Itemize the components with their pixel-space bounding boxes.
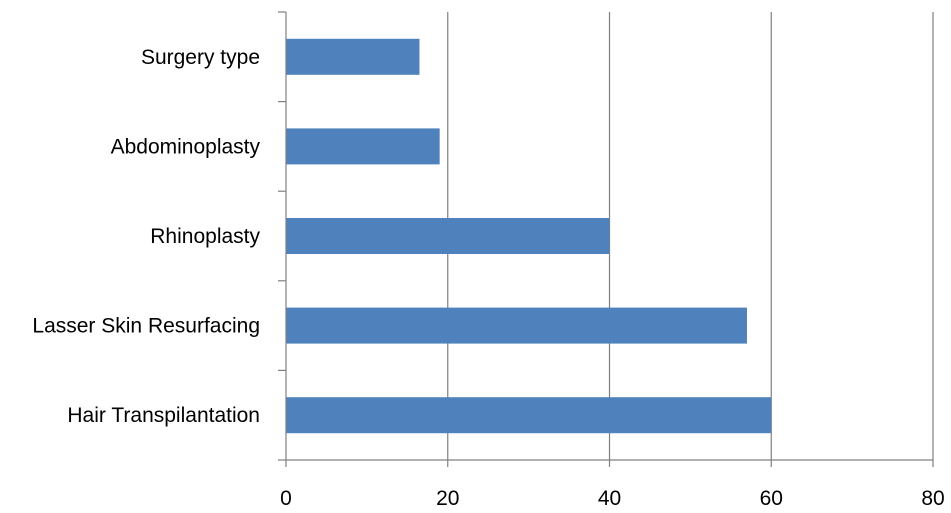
bar-surgery-type [286,38,420,75]
bar-abdominoplasty [286,128,440,165]
category-label: Abdominoplasty [111,135,261,158]
bars [286,38,772,434]
category-label: Lasser Skin Resurfacing [32,315,260,338]
x-tick-label: 0 [280,487,292,510]
axes [278,11,934,467]
category-labels: Surgery type Abdominoplasty Rhinoplasty Las… [32,46,260,427]
category-label: Rhinoplasty [150,225,260,248]
tick-labels: 0 20 40 60 80 [280,487,945,510]
x-tick-label: 80 [921,487,944,510]
x-tick-label: 40 [598,487,621,510]
x-tick-label: 20 [436,487,459,510]
bar-lasser-skin-resurfacing [286,307,747,344]
category-label: Hair Transpilantation [67,404,260,427]
x-tick-label: 60 [760,487,783,510]
bar-rhinoplasty [286,218,610,254]
bar-hair-transpilantation [286,397,772,434]
category-label: Surgery type [141,46,260,69]
